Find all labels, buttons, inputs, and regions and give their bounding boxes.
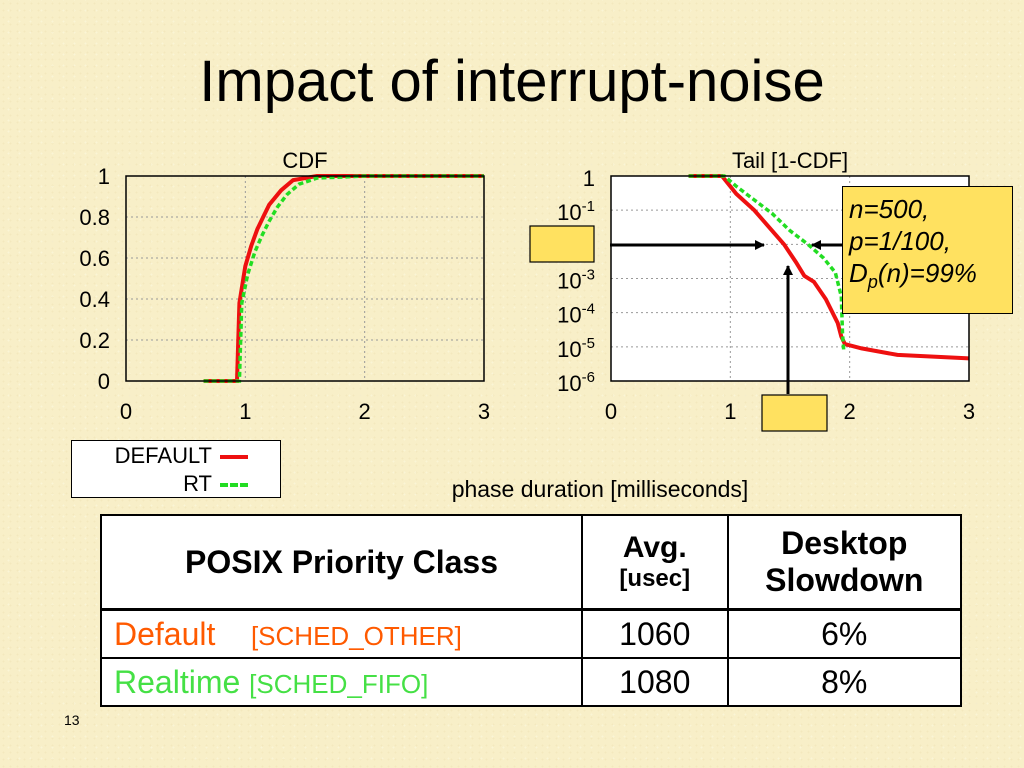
cdf-ytick-label: 0.8 [79, 205, 110, 230]
annotation-line-1: n=500, [849, 194, 930, 224]
header-avg: Avg. [usec] [581, 514, 729, 611]
tail-xtick-label: 0 [605, 399, 617, 424]
tail-xtick-label: 2 [844, 399, 856, 424]
table-row: Default [SCHED_OTHER] 1060 6% [99, 608, 963, 659]
tail-title: Tail [1-CDF] [732, 148, 848, 173]
table-header-row: POSIX Priority Class Avg. [usec] Desktop… [99, 514, 963, 611]
tail-series-rt [688, 174, 846, 351]
tail-xtick-label: 3 [963, 399, 975, 424]
legend-default-label: DEFAULT [114, 443, 212, 468]
cdf-plot-frame [125, 175, 485, 382]
x-axis-label: phase duration [milliseconds] [451, 476, 749, 502]
cdf-grid [126, 176, 484, 381]
row-avg: 1080 [581, 657, 729, 707]
header-priority-class: POSIX Priority Class [99, 514, 584, 611]
tail-ytick-label: 1 [583, 166, 595, 191]
cdf-xtick-label: 2 [359, 399, 371, 424]
cdf-ytick-label: 1 [98, 164, 110, 189]
annotation-line-2: p=1/100, [849, 226, 951, 256]
cdf-xtick-label: 0 [120, 399, 132, 424]
slide-number: 13 [64, 712, 80, 728]
cdf-ytick-label: 0.6 [79, 246, 110, 271]
tail-ytick-label: 10-5 [557, 335, 595, 362]
cdf-xtick-label: 1 [239, 399, 251, 424]
cdf-chart: 0 1 2 3 0 0.2 0.4 0.6 0.8 1 CDF [79, 148, 490, 424]
row-class: Default [SCHED_OTHER] [99, 608, 584, 659]
ytick-highlight-box [529, 225, 595, 263]
legend-default-swatch [220, 455, 248, 459]
cdf-xtick-label: 3 [478, 399, 490, 424]
xtick-highlight-box [761, 394, 828, 432]
cdf-ytick-label: 0.4 [79, 287, 110, 312]
row-class: Realtime [SCHED_FIFO] [99, 657, 584, 707]
header-desktop-slowdown: Desktop Slowdown [726, 514, 963, 611]
tail-series-default [688, 174, 970, 361]
row-avg: 1060 [581, 608, 729, 659]
row-slowdown: 8% [726, 657, 963, 707]
tail-series [688, 174, 970, 361]
chart-legend: DEFAULT RT [71, 440, 281, 498]
cdf-title: CDF [282, 148, 327, 173]
cdf-ticks: 0 1 2 3 0 0.2 0.4 0.6 0.8 1 [79, 164, 490, 424]
annotation-line-3: Dp(n)=99% [849, 258, 977, 293]
legend-rt-label: RT [183, 471, 212, 496]
tail-xtick-label: 1 [724, 399, 736, 424]
cdf-series-rt [203, 174, 484, 383]
tail-ytick-label: 10-4 [557, 301, 595, 328]
tail-ytick-label: 10-1 [557, 198, 595, 225]
legend-rt-swatch [220, 483, 248, 487]
tail-ytick-label: 10-3 [557, 267, 595, 294]
cdf-ytick-label: 0 [98, 369, 110, 394]
tail-ytick-label: 10-6 [557, 369, 595, 396]
slide-title: Impact of interrupt-noise [199, 49, 825, 114]
table-row: Realtime [SCHED_FIFO] 1080 8% [99, 657, 963, 707]
results-table: POSIX Priority Class Avg. [usec] Desktop… [99, 514, 963, 707]
row-slowdown: 6% [726, 608, 963, 659]
cdf-ytick-label: 0.2 [79, 328, 110, 353]
annotation-box: n=500, p=1/100, Dp(n)=99% [842, 186, 1013, 314]
